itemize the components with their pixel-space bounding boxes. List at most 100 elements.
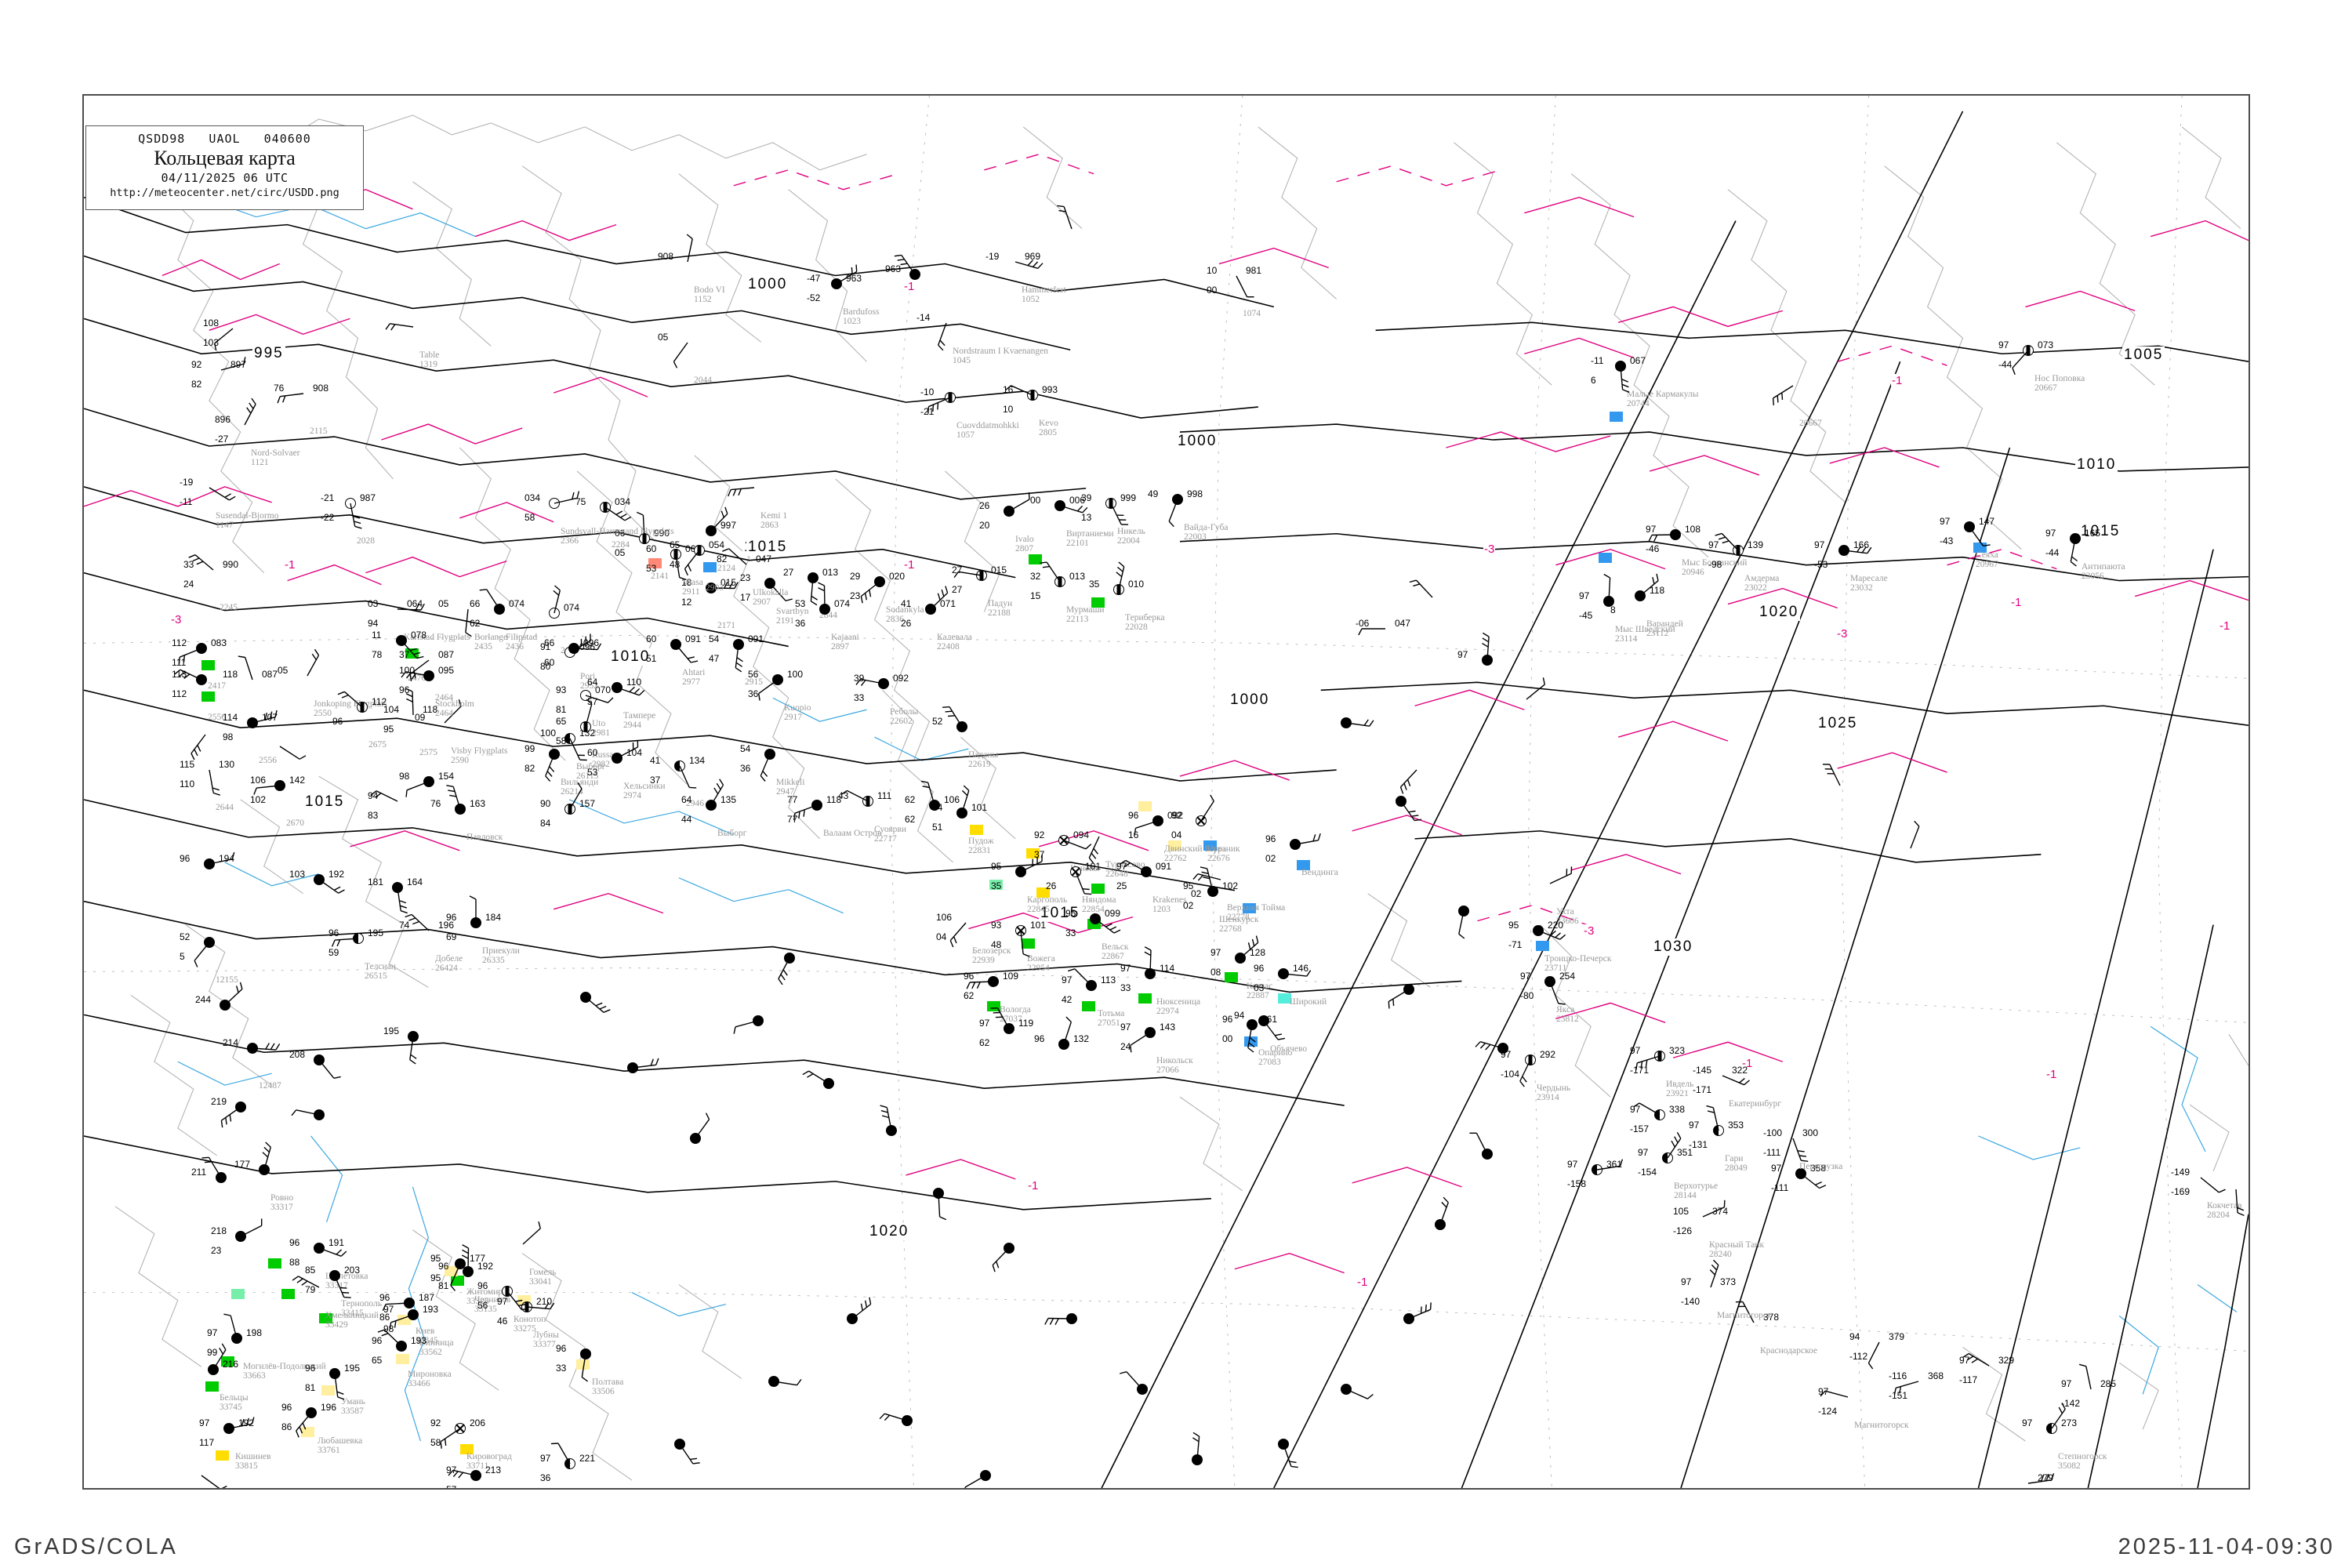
station-dewpoint: -154 [1638, 1167, 1657, 1178]
station-pressure: 220 [1548, 920, 1564, 931]
wind-barb-icon [1702, 1200, 1726, 1218]
station-dewpoint: 48 [670, 559, 681, 570]
wind-barb-icon [1120, 1371, 1143, 1390]
station-pressure: 213 [485, 1465, 502, 1475]
station-dewpoint: 110 [180, 779, 195, 789]
station-dewpoint: -171 [1630, 1065, 1650, 1076]
station-name: Сура [1207, 844, 1226, 854]
station-temperature: 219 [211, 1096, 227, 1107]
station-name: Приекули [482, 946, 520, 956]
isobar-label: 1020 [868, 1223, 911, 1240]
wind-barb-icon [2012, 350, 2029, 375]
station-name: Могилёв-Подольский [243, 1362, 326, 1371]
station-wmo-id: 2644 [216, 803, 234, 812]
precip-marker [1082, 1001, 1095, 1011]
station-dewpoint: 51 [646, 653, 657, 664]
wind-barb-icon [1067, 968, 1092, 986]
station-pressure: 104 [626, 747, 643, 758]
station-name: Нюксеница [1156, 997, 1201, 1007]
precip-marker [1297, 860, 1310, 870]
precip-marker [1203, 840, 1217, 851]
station-wmo-id: 2897 [831, 642, 849, 652]
precip-marker [445, 1266, 458, 1276]
station-temperature: 62 [905, 794, 916, 805]
station-pressure: 070 [595, 684, 612, 695]
source-url: http://meteocenter.net/circ/USDD.png [110, 187, 339, 200]
wind-barb-icon [810, 577, 818, 606]
station-temperature: 97 [1940, 516, 1951, 527]
station-dewpoint: 94 [368, 618, 379, 629]
station-pressure: 192 [477, 1261, 494, 1272]
wind-barb-icon [675, 554, 687, 581]
station-temperature: 94 [1849, 1331, 1860, 1342]
wind-barb-icon [1358, 628, 1385, 636]
station-pressure: 981 [1246, 265, 1262, 276]
wind-barb-icon [1400, 800, 1422, 822]
station-wmo-id: 1045 [953, 356, 971, 365]
station-dewpoint: 86 [281, 1421, 292, 1432]
isallobar-label: -3 [170, 613, 183, 626]
station-wmo-id: 12155 [216, 975, 238, 985]
station-temperature: 16 [1003, 384, 1014, 395]
station-temperature: 65 [670, 539, 681, 550]
wind-barb-icon [1008, 492, 1030, 512]
station-wmo-id: 33325 [466, 1297, 489, 1306]
station-dewpoint: 56 [477, 1300, 488, 1311]
station-dewpoint: -157 [1630, 1123, 1650, 1134]
station-dewpoint: -151 [1889, 1390, 1908, 1401]
map-frame[interactable]: 9951000100010001005100510101010101510151… [82, 94, 2250, 1490]
station-temperature: 896 [215, 414, 231, 425]
station-name: Котлас [1247, 982, 1273, 991]
station-temperature: 29 [850, 571, 861, 582]
station-name: Kemi 1 [760, 511, 788, 521]
station-pressure: 147 [1979, 516, 1995, 527]
station-name: Винница [419, 1338, 454, 1348]
station-name: Двинский Березник [1164, 844, 1240, 854]
station-wmo-id: 2191 [776, 616, 794, 626]
wind-barb-icon [616, 739, 639, 759]
station-wmo-id: 2974 [623, 791, 641, 800]
station-dewpoint: -53 [1814, 559, 1828, 570]
station-wmo-id: 2171 [717, 621, 735, 630]
station-temperature: 97 [1771, 1163, 1782, 1174]
station-name: Степногорск [2058, 1452, 2107, 1461]
station-pressure: 142 [289, 775, 306, 786]
station-name: Uto [592, 719, 606, 728]
wind-barb-icon [337, 691, 363, 708]
station-temperature: 181 [368, 877, 384, 887]
precip-marker [460, 1444, 474, 1454]
station-temperature: 96 [372, 1335, 383, 1346]
station-temperature: 23 [740, 572, 751, 583]
wind-barb-icon [1526, 677, 1545, 700]
wind-barb-icon [1843, 546, 1872, 554]
station-pressure: 184 [485, 912, 502, 923]
station-temperature: 97 [446, 1465, 457, 1475]
station-wmo-id: 2284 [612, 540, 630, 550]
station-temperature: 96 [180, 853, 191, 864]
station-temperature: 97 [1681, 1276, 1692, 1287]
station-dewpoint: 96 [332, 716, 343, 727]
station-wmo-id: 2124 [717, 564, 735, 573]
station-pressure: 216 [223, 1359, 239, 1370]
station-dewpoint: 16 [1128, 829, 1139, 840]
station-pressure: 198 [246, 1327, 263, 1338]
station-pressure: 908 [313, 383, 329, 394]
station-name: Mikkeli [776, 778, 805, 787]
station-temperature: 177 [234, 1159, 251, 1170]
precip-marker [576, 1359, 590, 1370]
isobar-label: 1000 [1229, 691, 1272, 709]
coastlines [114, 114, 2249, 1481]
station-pressure: 091 [685, 633, 702, 644]
station-pressure: 130 [219, 759, 235, 770]
station-wmo-id: 27083 [1258, 1058, 1281, 1067]
station-temperature: 11 [372, 630, 382, 641]
station-wmo-id: 2044 [694, 376, 712, 385]
station-dewpoint: 13 [1081, 512, 1092, 523]
precip-marker [319, 1313, 332, 1323]
station-pressure: 338 [1669, 1104, 1686, 1115]
station-temperature: 05 [438, 598, 449, 609]
station-pressure: 118 [423, 704, 438, 715]
isobar-label: 1025 [1817, 715, 1860, 732]
wind-barb-icon [1867, 1341, 1880, 1370]
station-wmo-id: 22408 [937, 642, 960, 652]
